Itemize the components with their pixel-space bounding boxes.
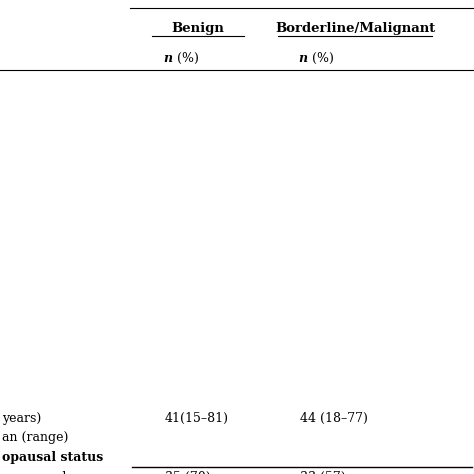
- Text: enopausal: enopausal: [2, 471, 66, 474]
- Text: n: n: [298, 52, 307, 65]
- Text: opausal status: opausal status: [2, 451, 103, 464]
- Text: (%): (%): [308, 52, 334, 65]
- Text: years): years): [2, 412, 41, 425]
- Text: 35 (70): 35 (70): [165, 471, 210, 474]
- Text: Benign: Benign: [172, 22, 224, 35]
- Text: an (range): an (range): [2, 431, 68, 445]
- Text: 33 (57): 33 (57): [300, 471, 346, 474]
- Text: 44 (18–77): 44 (18–77): [300, 412, 368, 425]
- Text: (%): (%): [173, 52, 199, 65]
- Text: 41(15–81): 41(15–81): [165, 412, 229, 425]
- Text: Borderline/Malignant: Borderline/Malignant: [275, 22, 435, 35]
- Text: n: n: [163, 52, 172, 65]
